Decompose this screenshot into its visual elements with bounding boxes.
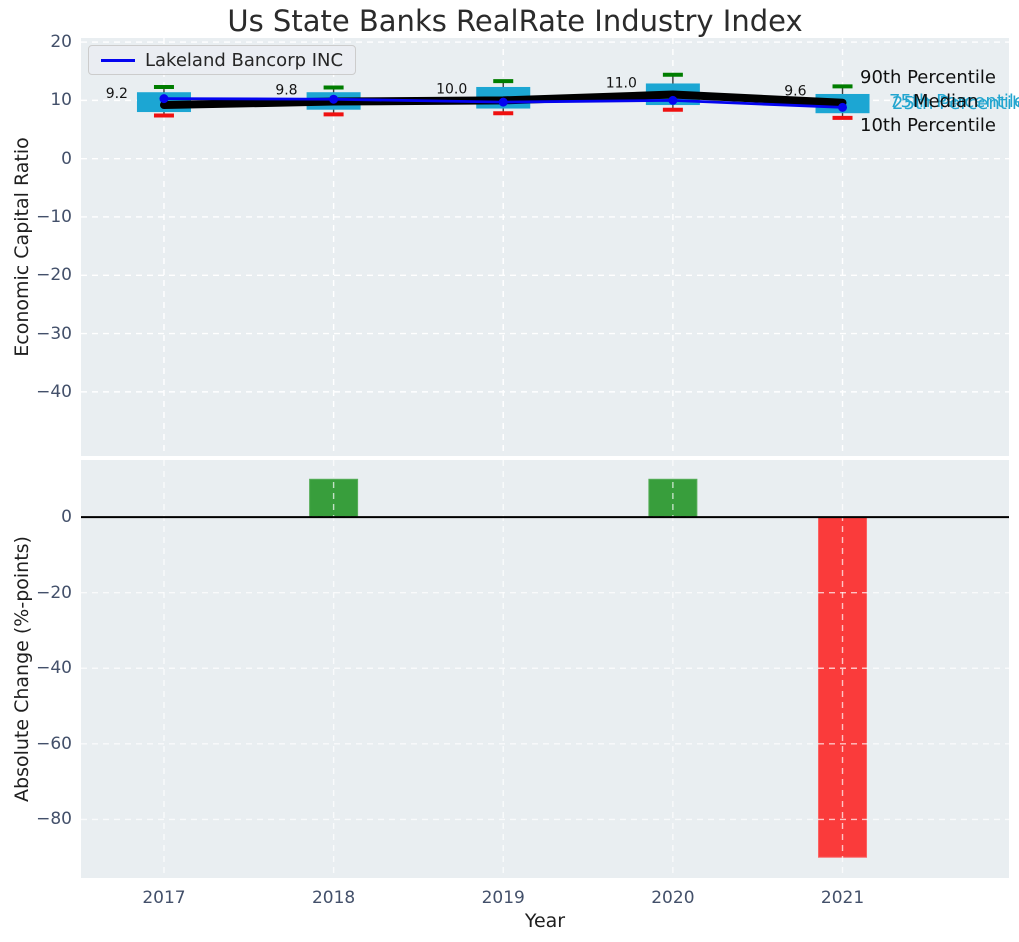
top-ytick--30: −30	[36, 323, 72, 344]
xtick-2017: 2017	[142, 888, 186, 908]
median-value-label-2020: 11.0	[606, 76, 637, 92]
chart-title: Us State Banks RealRate Industry Index	[227, 4, 803, 38]
median-value-label-2017: 9.2	[106, 86, 128, 102]
top-ytick-0: 0	[61, 148, 72, 169]
top-ytick--40: −40	[36, 381, 72, 402]
median-annotation: Median	[913, 91, 979, 112]
p25-annotation: 25th Percentile	[892, 93, 1019, 114]
company-point-2021	[838, 102, 848, 112]
p90-annotation: 90th Percentile	[860, 67, 996, 88]
company-point-2018	[329, 94, 339, 104]
company-point-2017	[159, 94, 169, 104]
xtick-2021: 2021	[820, 888, 865, 908]
xtick-2018: 2018	[311, 888, 356, 908]
top-ytick--20: −20	[36, 265, 72, 286]
top-ytick-20: 20	[50, 32, 72, 53]
bottom-axes	[81, 460, 1009, 878]
company-point-2020	[668, 95, 678, 105]
bottom-ytick-0: 0	[61, 507, 72, 528]
median-value-label-2019: 10.0	[436, 81, 467, 97]
top-ytick-10: 10	[50, 90, 72, 111]
legend-label: Lakeland Bancorp INC	[145, 49, 344, 71]
company-point-2019	[498, 97, 508, 107]
p10-annotation: 10th Percentile	[860, 115, 996, 136]
bottom-ytick--40: −40	[36, 658, 72, 679]
bottom-ytick--60: −60	[36, 733, 72, 754]
boxplot-line-chart: 9.2 9.8 10.0 11.0 9.6	[81, 38, 1009, 456]
median-value-label-2021: 9.6	[784, 84, 806, 100]
x-axis-label: Year	[524, 910, 566, 932]
bottom-ytick--80: −80	[36, 809, 72, 830]
top-axes: 9.2 9.8 10.0 11.0 9.6 Lakeland Bancorp INC	[81, 38, 1009, 456]
top-ytick--10: −10	[36, 206, 72, 227]
median-value-label-2018: 9.8	[275, 83, 297, 99]
xtick-2020: 2020	[651, 888, 695, 908]
p75-annotation: 75th Percentile	[889, 91, 1019, 112]
legend-line-swatch	[101, 58, 135, 62]
legend: Lakeland Bancorp INC	[88, 45, 357, 75]
xtick-2019: 2019	[481, 888, 525, 908]
bar-chart	[81, 460, 1009, 878]
bottom-ytick--20: −20	[36, 582, 72, 603]
